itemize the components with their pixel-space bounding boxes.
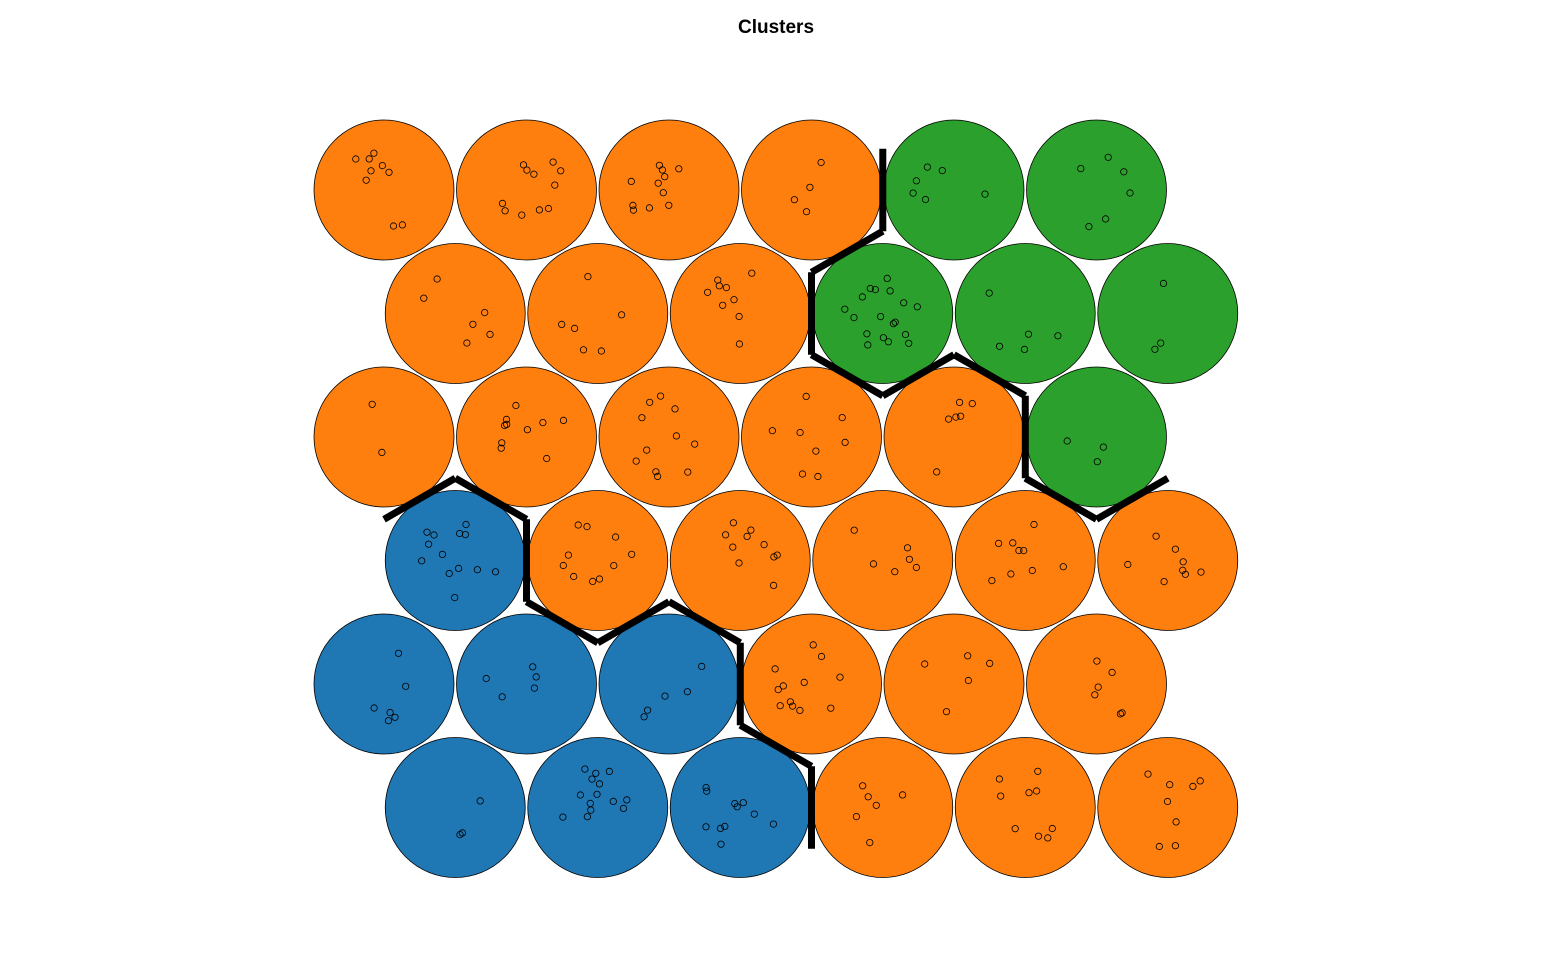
som-unit-1-1 bbox=[528, 244, 668, 384]
chart-title: Clusters bbox=[738, 17, 814, 38]
som-unit-5-3 bbox=[813, 738, 953, 878]
som-unit-1-5 bbox=[1098, 244, 1238, 384]
som-unit-3-5 bbox=[1098, 491, 1238, 631]
som-unit-3-2 bbox=[670, 491, 810, 631]
som-unit-2-3 bbox=[742, 367, 882, 507]
som-unit-2-5 bbox=[1027, 367, 1167, 507]
som-unit-0-5 bbox=[1027, 120, 1167, 260]
som-units bbox=[314, 120, 1238, 878]
som-unit-0-2 bbox=[599, 120, 739, 260]
som-unit-5-5 bbox=[1098, 738, 1238, 878]
som-unit-2-4 bbox=[884, 367, 1024, 507]
som-unit-4-4 bbox=[884, 614, 1024, 754]
som-unit-3-4 bbox=[955, 491, 1095, 631]
som-unit-0-4 bbox=[884, 120, 1024, 260]
som-unit-5-4 bbox=[955, 738, 1095, 878]
som-unit-3-1 bbox=[528, 491, 668, 631]
som-unit-4-3 bbox=[742, 614, 882, 754]
som-unit-0-0 bbox=[314, 120, 454, 260]
som-unit-1-3 bbox=[813, 244, 953, 384]
som-unit-1-0 bbox=[385, 244, 525, 384]
som-unit-2-1 bbox=[457, 367, 597, 507]
som-unit-1-4 bbox=[955, 244, 1095, 384]
som-unit-4-2 bbox=[599, 614, 739, 754]
som-unit-5-1 bbox=[528, 738, 668, 878]
som-unit-2-2 bbox=[599, 367, 739, 507]
som-unit-0-1 bbox=[457, 120, 597, 260]
som-unit-2-0 bbox=[314, 367, 454, 507]
som-unit-4-1 bbox=[457, 614, 597, 754]
som-unit-4-0 bbox=[314, 614, 454, 754]
som-unit-3-3 bbox=[813, 491, 953, 631]
som-unit-3-0 bbox=[385, 491, 525, 631]
som-unit-5-0 bbox=[385, 738, 525, 878]
